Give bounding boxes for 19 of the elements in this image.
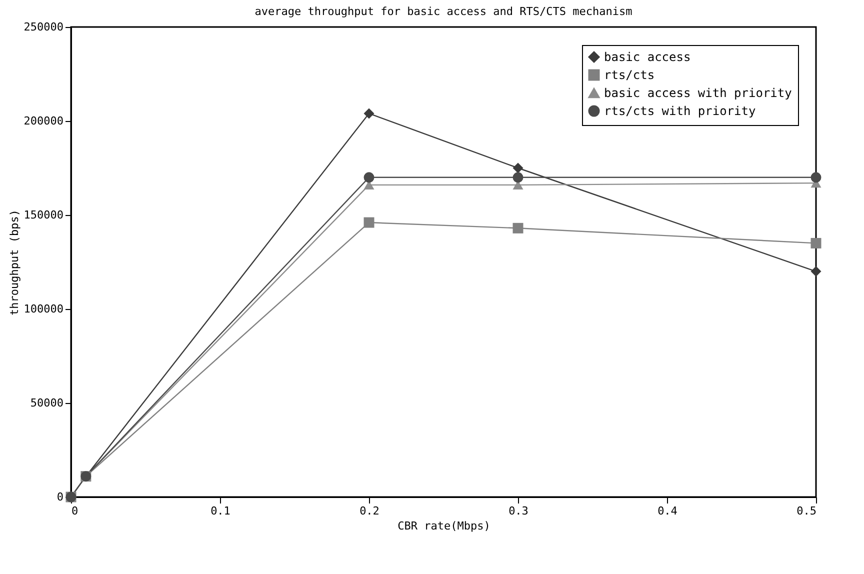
y-tick-label: 50000 [30, 396, 64, 410]
y-tick-label: 150000 [24, 208, 64, 222]
legend-label: basic access with priority [604, 86, 792, 100]
x-tick-label: 0.3 [508, 504, 528, 518]
x-tick-label: 0.1 [210, 504, 230, 518]
y-tick-label: 0 [56, 490, 64, 504]
x-tick-label: 0 [72, 504, 78, 518]
y-tick-label: 250000 [24, 20, 64, 34]
legend-label: rts/cts with priority [604, 104, 756, 118]
chart-title: average throughput for basic access and RTS/CTS mechanism [254, 5, 633, 18]
x-axis-title: CBR rate(Mbps) [398, 520, 490, 532]
legend-label: basic access [604, 50, 691, 64]
y-tick-label: 100000 [24, 302, 64, 316]
x-tick-label: 0.4 [658, 504, 678, 518]
legend-label: rts/cts [604, 68, 655, 82]
x-tick-label: 0.2 [360, 504, 380, 518]
x-tick-label: 0.5 [796, 504, 816, 518]
y-axis-title: throughput (bps) [8, 210, 21, 316]
y-tick-label: 200000 [24, 114, 64, 128]
